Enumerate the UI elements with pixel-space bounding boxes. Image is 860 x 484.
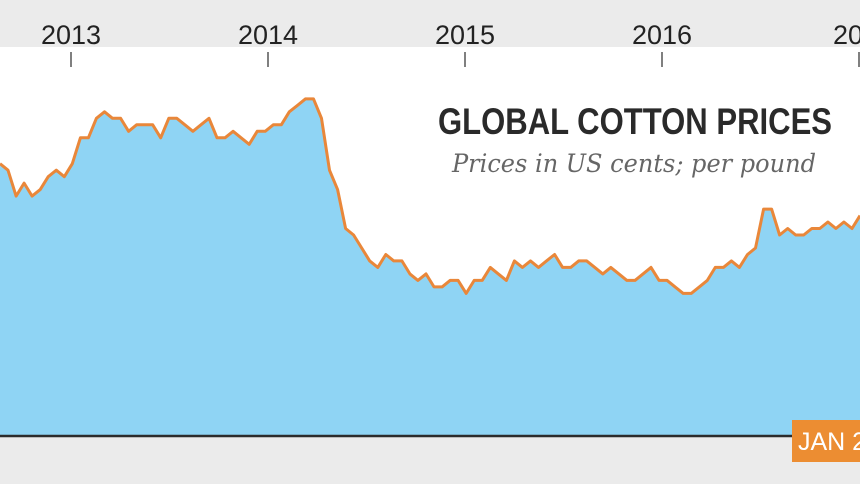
year-label-2016: 2016 xyxy=(632,20,692,50)
year-label-2013: 2013 xyxy=(41,20,101,50)
chart-subtitle: Prices in US cents; per pound xyxy=(451,149,816,178)
year-label-2017: 20 xyxy=(833,20,860,50)
year-label-2014: 2014 xyxy=(238,20,298,50)
year-label-2015: 2015 xyxy=(435,20,495,50)
end-date-label: JAN 25 xyxy=(798,428,860,456)
price-area xyxy=(0,98,860,437)
price-line xyxy=(0,97,860,295)
chart-title: GLOBAL COTTON PRICES xyxy=(438,101,832,142)
end-date-badge xyxy=(792,420,860,462)
x-axis-ticks: 2013 2014 2015 2016 20 xyxy=(41,20,860,67)
